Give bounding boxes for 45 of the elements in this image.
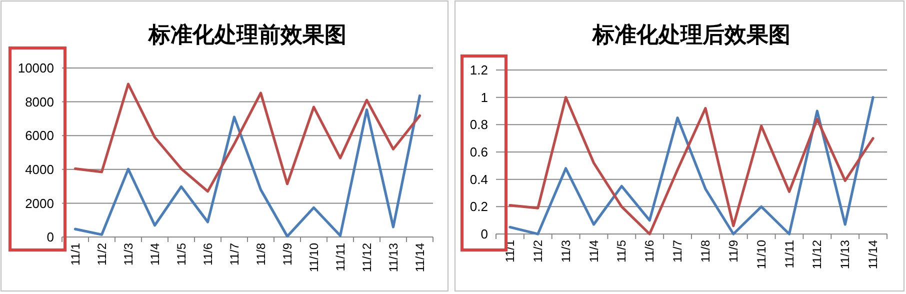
- x-tick-label: 11/3: [121, 242, 136, 266]
- x-tick-label: 11/5: [174, 242, 188, 266]
- x-tick-label: 11/12: [810, 240, 824, 270]
- y-tick-label: 0: [480, 226, 488, 242]
- chart-title: 标准化处理前效果图: [148, 23, 346, 48]
- y-tick-label: 10000: [18, 60, 54, 76]
- x-tick-label: 11/3: [558, 240, 573, 262]
- y-tick-label: 1: [480, 90, 488, 105]
- line-series: [74, 94, 422, 238]
- y-tick-label: 8000: [25, 94, 54, 110]
- y-tick-label: 2000: [25, 196, 54, 211]
- y-tick-label: 0.6: [470, 144, 488, 160]
- x-tick-label: 11/10: [306, 242, 321, 272]
- x-tick-label: 11/9: [726, 240, 740, 262]
- x-tick-label: 11/14: [866, 240, 880, 270]
- y-tick-label: 0.2: [470, 199, 488, 214]
- x-tick-label: 11/13: [838, 240, 852, 270]
- y-tick-label: 0.4: [470, 172, 488, 187]
- x-tick-label: 11/11: [333, 242, 348, 272]
- y-tick-label: 0: [46, 230, 54, 245]
- x-tick-label: 11/8: [698, 240, 712, 262]
- x-tick-label: 11/10: [754, 240, 768, 270]
- y-tick-label: 1.2: [470, 62, 488, 78]
- x-tick-label: 11/1: [68, 242, 82, 266]
- x-tick-label: 11/9: [280, 242, 294, 266]
- x-tick-label: 11/7: [670, 240, 685, 262]
- x-tick-label: 11/11: [782, 240, 796, 268]
- x-tick-label: 11/7: [227, 242, 242, 266]
- y-tick-label: 0.8: [470, 117, 488, 132]
- x-tick-label: 11/12: [360, 242, 374, 272]
- line-series: [508, 96, 874, 236]
- x-tick-label: 11/6: [642, 240, 657, 262]
- x-tick-label: 11/2: [530, 240, 545, 262]
- x-tick-label: 11/14: [412, 242, 427, 272]
- y-tick-label: 6000: [25, 128, 54, 144]
- line-series: [74, 82, 422, 193]
- x-tick-label: 11/6: [200, 242, 215, 266]
- x-tick-label: 11/4: [586, 240, 601, 262]
- x-tick-label: 11/4: [148, 242, 162, 266]
- chart-title: 标准化处理后效果图: [592, 23, 790, 48]
- x-tick-label: 11/2: [94, 242, 109, 266]
- x-tick-label: 11/13: [386, 242, 400, 272]
- x-tick-label: 11/8: [254, 242, 268, 266]
- x-tick-label: 11/5: [614, 240, 629, 262]
- y-tick-label: 4000: [25, 162, 54, 177]
